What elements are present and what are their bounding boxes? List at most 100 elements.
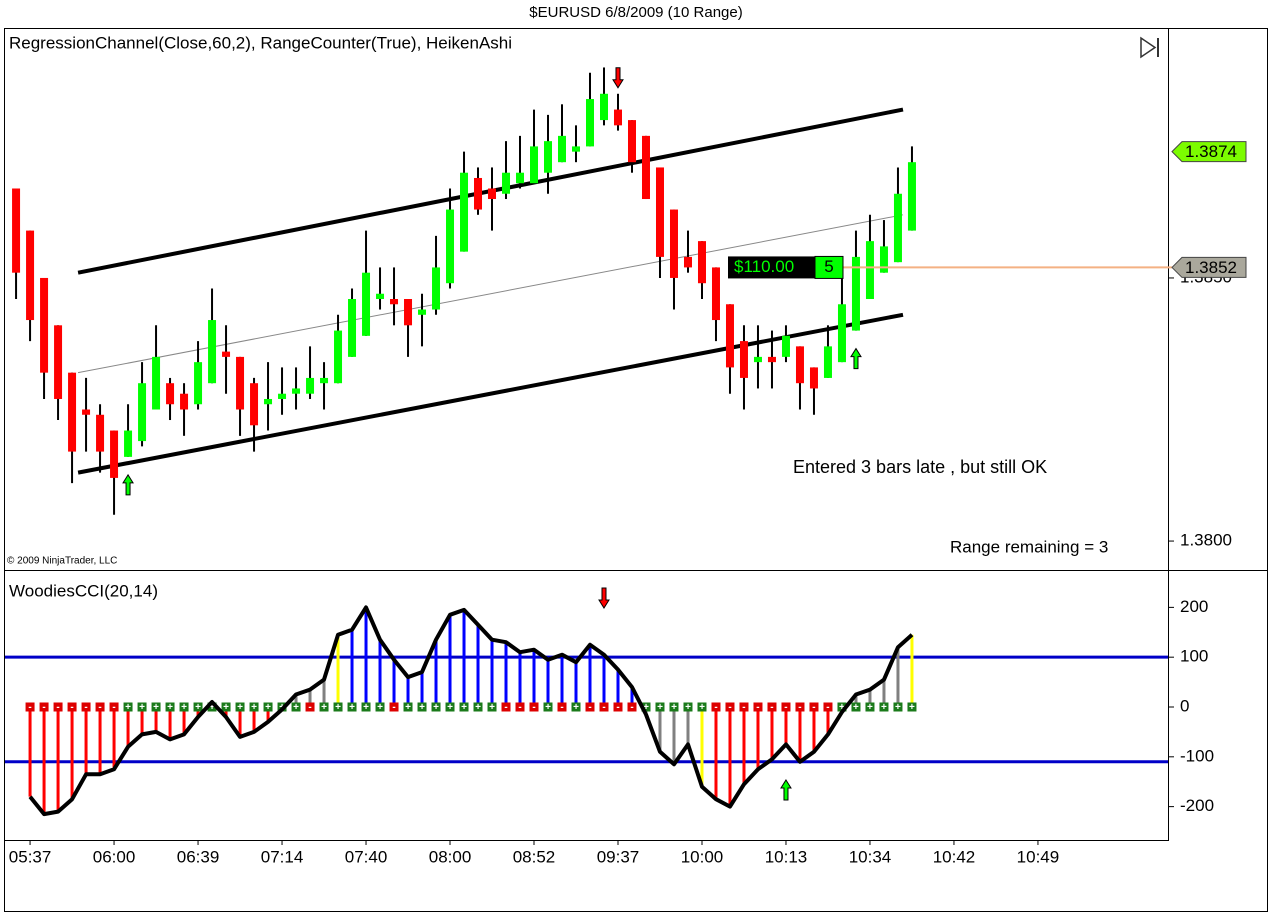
zero-sign-box [627,702,637,712]
zero-sign-box [865,702,875,712]
cci-bar [546,659,550,707]
cci-bar [448,614,452,707]
zero-sign-box [641,702,651,712]
candle-body [572,146,581,152]
zero-sign: + [349,702,355,713]
cci-bar [728,706,732,807]
candle-body [530,146,539,184]
candle-body [683,256,692,268]
cci-bar [518,652,522,707]
zero-sign-box [557,702,567,712]
copyright: © 2009 NinjaTrader, LLC [7,556,117,567]
zero-sign-box [151,702,161,712]
zero-sign: + [335,702,341,713]
y-tick-label: 1.3800 [1180,531,1232,550]
cci-bar [686,706,690,745]
zero-sign-box [81,702,91,712]
zero-sign: - [602,702,605,713]
position-qty-box [814,255,844,279]
panel-title: WoodiesCCI(20,14) [9,581,158,600]
zero-sign: + [461,702,467,713]
candle-body [767,356,776,363]
zero-sign-box [165,702,175,712]
zero-sign: + [489,702,495,713]
cci-bar [700,706,704,787]
zero-sign: + [895,702,901,713]
candle-body [180,393,189,410]
zero-sign-box [123,702,133,712]
zero-sign-box [445,702,455,712]
candle-body [82,409,91,415]
candle-body [544,141,553,173]
zero-sign-box [753,702,763,712]
zero-sign: - [756,702,759,713]
candle-body [488,188,497,200]
zero-sign-box [879,702,889,712]
cci-bar [126,706,130,747]
cci-bar [140,706,144,735]
zero-sign: + [223,702,229,713]
zero-sign-box [375,702,385,712]
zero-sign: + [237,702,243,713]
cci-bar [532,649,536,707]
cci-bar [294,694,298,707]
position-pnl-box [728,256,815,279]
zero-sign: - [630,702,633,713]
candle-body [418,309,427,315]
zero-sign-box [347,702,357,712]
cci-bar [238,706,242,737]
cci-bar [56,706,60,812]
zero-sign-box [109,702,119,712]
zero-sign-box [781,702,791,712]
zero-sign-box [39,702,49,712]
zero-sign-box [571,702,581,712]
cci-bar [616,669,620,707]
zero-sign-box [725,702,735,712]
candle-body [222,351,231,357]
zero-sign-box [25,702,35,712]
cci-bar [742,706,746,785]
signal-arrow [122,473,134,496]
candle-body [292,388,301,394]
x-tick-label: 06:00 [93,847,136,866]
cci-bar [420,672,424,707]
zero-sign-box [655,702,665,712]
zero-sign: - [28,702,31,713]
zero-sign-box [137,702,147,712]
cci-bar [266,706,270,722]
candle-body [166,383,175,405]
candle-body [124,430,133,457]
x-tick-label: 10:49 [1017,847,1060,866]
cci-bar [406,677,410,707]
candle-body [320,377,329,384]
x-tick-label: 10:34 [849,847,892,866]
cci-bar [364,607,368,707]
candle-body [236,356,245,410]
price-marker [1171,141,1247,163]
zero-sign-box [893,702,903,712]
cci-bar [574,662,578,707]
zero-sign: - [742,702,745,713]
zero-sign: + [545,702,551,713]
zero-sign-box [823,702,833,712]
cci-bar [714,706,718,800]
zero-sign: - [56,702,59,713]
cci-bar [434,639,438,707]
cci-bar [784,706,788,745]
price-marker-label: 1.3874 [1185,142,1237,161]
play-icon[interactable] [1140,36,1159,59]
candle-body [110,430,119,478]
candle-body [264,398,273,405]
panel-title: RegressionChannel(Close,60,2), RangeCoun… [9,33,512,52]
zero-sign: + [153,702,159,713]
zero-sign: + [405,702,411,713]
signal-arrow [612,67,624,89]
zero-sign: + [853,702,859,713]
signal-arrow [850,347,862,370]
zero-sign: + [867,702,873,713]
zero-sign: + [265,702,271,713]
play-triangle[interactable] [1140,36,1157,59]
price-marker [1171,256,1247,278]
candle-body [907,162,916,231]
zero-sign-box [193,702,203,712]
